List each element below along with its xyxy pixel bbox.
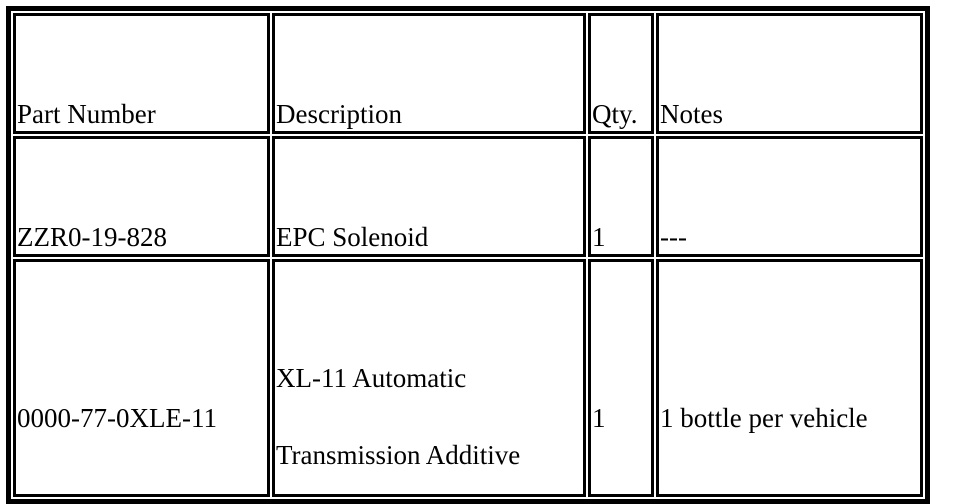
table-row: ZZR0-19-828 EPC Solenoid 1 --- bbox=[13, 136, 923, 257]
header-notes: Notes bbox=[656, 13, 923, 134]
description-cell: XL-11 Automatic Transmission Additive bbox=[272, 259, 586, 497]
qty-cell: 1 bbox=[588, 136, 654, 257]
notes-cell: 1 bottle per vehicle bbox=[656, 259, 923, 497]
qty-cell: 1 bbox=[588, 259, 654, 497]
parts-table: Part Number Description Qty. Notes ZZR0-… bbox=[6, 6, 930, 504]
notes-cell: --- bbox=[656, 136, 923, 257]
part-number-cell: 0000-77-0XLE-11 bbox=[13, 259, 270, 497]
description-cell: EPC Solenoid bbox=[272, 136, 586, 257]
description-line: Transmission Additive bbox=[276, 440, 521, 470]
header-description: Description bbox=[272, 13, 586, 134]
header-row: Part Number Description Qty. Notes bbox=[13, 13, 923, 134]
header-part-number: Part Number bbox=[13, 13, 270, 134]
table-row: 0000-77-0XLE-11 XL-11 Automatic Transmiss… bbox=[13, 259, 923, 497]
part-number-cell: ZZR0-19-828 bbox=[13, 136, 270, 257]
header-qty: Qty. bbox=[588, 13, 654, 134]
description-line: XL-11 Automatic bbox=[276, 363, 467, 393]
